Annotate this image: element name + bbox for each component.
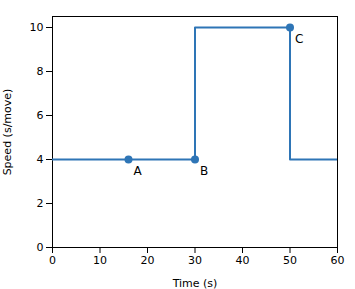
svg-text:B: B [200,164,208,178]
svg-text:20: 20 [141,254,155,267]
svg-text:C: C [295,32,303,46]
svg-text:4: 4 [37,153,44,166]
svg-text:30: 30 [188,254,202,267]
svg-text:2: 2 [37,197,44,210]
svg-text:Time (s): Time (s) [172,277,218,289]
svg-text:0: 0 [37,241,44,254]
svg-text:8: 8 [37,65,44,78]
svg-text:10: 10 [93,254,107,267]
svg-text:0: 0 [49,254,56,267]
svg-text:40: 40 [236,254,250,267]
svg-text:Speed (s/move): Speed (s/move) [1,89,14,176]
svg-text:50: 50 [283,254,297,267]
svg-text:6: 6 [37,109,44,122]
svg-text:A: A [134,164,143,178]
svg-text:60: 60 [331,254,345,267]
svg-text:10: 10 [30,21,44,34]
